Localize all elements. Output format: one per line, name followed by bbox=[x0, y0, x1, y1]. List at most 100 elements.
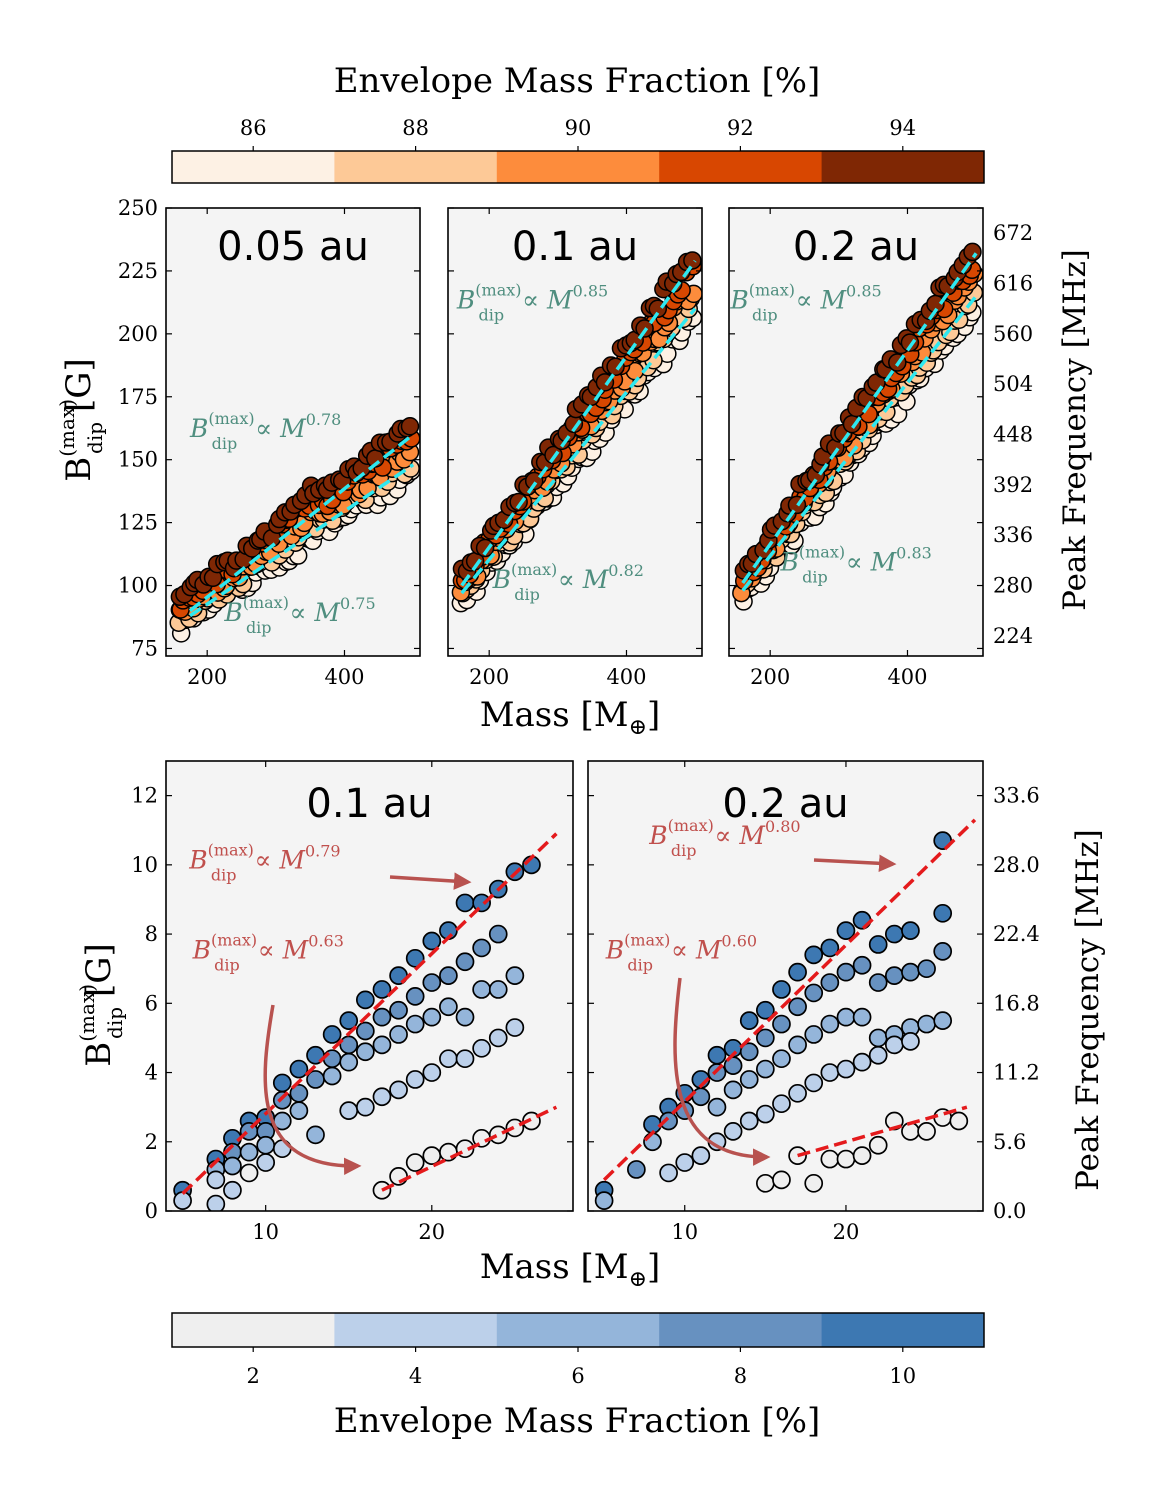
top-colorbar-tick-label: 88 bbox=[402, 116, 429, 140]
right-tick-label: 672 bbox=[993, 221, 1033, 245]
data-point bbox=[852, 1007, 872, 1027]
data-point bbox=[852, 955, 872, 975]
y-tick-label: 6 bbox=[145, 991, 158, 1015]
data-point bbox=[372, 1087, 392, 1107]
data-point bbox=[488, 1125, 508, 1145]
data-point bbox=[884, 924, 904, 944]
data-point bbox=[372, 1035, 392, 1055]
fit-annotation: B(max) dip∝ M0.80 bbox=[648, 816, 800, 860]
data-point bbox=[868, 935, 888, 954]
data-point bbox=[739, 1011, 759, 1030]
data-point bbox=[422, 1007, 442, 1027]
data-point bbox=[836, 1059, 856, 1079]
bottom-colorbar-segment bbox=[659, 1313, 823, 1347]
data-point bbox=[691, 1146, 711, 1165]
annotation-arrow bbox=[673, 977, 771, 1166]
data-point bbox=[239, 1142, 259, 1162]
data-point bbox=[439, 1049, 458, 1069]
data-point bbox=[836, 1007, 856, 1027]
plot-frame bbox=[447, 207, 703, 657]
data-point bbox=[788, 1035, 807, 1055]
data-point bbox=[355, 1042, 375, 1062]
data-point bbox=[772, 1170, 791, 1190]
data-point bbox=[355, 1097, 375, 1117]
right-tick-label: 504 bbox=[993, 372, 1033, 396]
panel-title: 0.1 au bbox=[512, 224, 638, 270]
data-point bbox=[472, 938, 491, 958]
data-point bbox=[723, 1056, 743, 1075]
panel-title: 0.1 au bbox=[306, 781, 432, 827]
top-colorbar-tick-label: 90 bbox=[565, 116, 592, 140]
y-tick-label: 200 bbox=[118, 322, 158, 346]
panel-title: 0.2 au bbox=[793, 224, 919, 270]
y-tick-label: 150 bbox=[118, 448, 158, 472]
right-tick-label: 392 bbox=[993, 473, 1033, 497]
right-tick-label: 280 bbox=[993, 574, 1033, 598]
panel-top-0p05-au: 0.05 au 200 400 75 100 125 150 175 200 225 250 B(ma… bbox=[118, 196, 421, 689]
bottom-y-axis-label: B(max) dip[G] bbox=[75, 943, 127, 1067]
data-point bbox=[755, 1059, 775, 1079]
data-point bbox=[606, 357, 625, 377]
data-point bbox=[475, 538, 495, 558]
data-point bbox=[739, 1042, 759, 1062]
data-point bbox=[772, 980, 791, 999]
data-point bbox=[256, 1135, 276, 1155]
annotation-arrow bbox=[389, 872, 472, 890]
fit-annotation: B(max) dip∝ M0.79 bbox=[188, 840, 340, 884]
x-tick-label: 200 bbox=[469, 665, 509, 689]
data-point bbox=[820, 1014, 840, 1034]
data-point bbox=[322, 1066, 342, 1086]
data-point bbox=[643, 1132, 662, 1152]
right-tick-label: 11.2 bbox=[993, 1061, 1040, 1085]
data-point bbox=[627, 1160, 646, 1179]
fit-annotation: B(max) dip∝ M0.75 bbox=[223, 593, 375, 637]
data-point bbox=[522, 1111, 541, 1131]
data-point bbox=[901, 962, 920, 982]
x-tick-label: 20 bbox=[833, 1220, 860, 1244]
right-tick-label: 560 bbox=[993, 322, 1033, 346]
data-point bbox=[755, 1104, 775, 1124]
annotation-arrow bbox=[263, 1004, 362, 1175]
data-point bbox=[355, 1021, 375, 1041]
data-point bbox=[289, 1101, 309, 1120]
fit-line bbox=[181, 832, 558, 1195]
data-point bbox=[306, 1125, 325, 1145]
top-colorbar-label: Envelope Mass Fraction [%] bbox=[334, 61, 821, 101]
y-tick-label: 12 bbox=[131, 784, 158, 808]
data-point bbox=[206, 1170, 226, 1190]
bottom-colorbar: 2 4 6 8 10 Envelope Mass Fraction [%] bbox=[171, 1312, 985, 1441]
data-point bbox=[804, 1025, 824, 1044]
right-tick-label: 224 bbox=[993, 624, 1033, 648]
data-point bbox=[389, 1025, 408, 1044]
fit-annotation: B(max) dip∝ M0.78 bbox=[189, 409, 341, 453]
data-point bbox=[788, 1083, 807, 1103]
y-tick-label: 0 bbox=[145, 1199, 158, 1223]
fit-line bbox=[460, 259, 697, 587]
y-tick-label: 250 bbox=[118, 196, 158, 220]
top-right-axis-label: Peak Frequency [MHz] bbox=[1057, 249, 1093, 611]
data-point bbox=[772, 1094, 791, 1114]
fit-annotation: B(max) dip∝ M0.83 bbox=[779, 542, 931, 586]
data-point bbox=[339, 1011, 359, 1030]
data-point bbox=[917, 959, 936, 979]
panel-title: 0.2 au bbox=[722, 781, 848, 827]
data-point bbox=[933, 1011, 953, 1030]
data-point bbox=[372, 980, 392, 999]
panel-top-0p2-au: 0.2 au 200 400 224 280 336 392 448 504 560 616 672 B… bbox=[728, 207, 1033, 689]
fit-line bbox=[189, 463, 415, 618]
top-y-axis-label: B(max) dip[G] bbox=[55, 358, 107, 482]
data-point bbox=[804, 983, 824, 1003]
bottom-right-axis-label: Peak Frequency [MHz] bbox=[1070, 829, 1106, 1191]
x-tick-label: 200 bbox=[750, 665, 790, 689]
panel-bottom-0p2-au: 0.2 au 10 20 0.0 5.6 11.2 16.8 22.4 28.0 33.6 B(ma… bbox=[587, 760, 1040, 1244]
data-point bbox=[472, 1038, 491, 1058]
data-point bbox=[422, 1146, 442, 1165]
data-point bbox=[723, 1122, 743, 1141]
top-x-axis-label: Mass [M⊕] bbox=[480, 695, 661, 740]
y-tick-label: 125 bbox=[118, 511, 158, 535]
right-tick-label: 336 bbox=[993, 523, 1033, 547]
data-point bbox=[659, 1163, 678, 1183]
top-colorbar-segment bbox=[334, 151, 498, 183]
data-point bbox=[901, 1122, 920, 1141]
